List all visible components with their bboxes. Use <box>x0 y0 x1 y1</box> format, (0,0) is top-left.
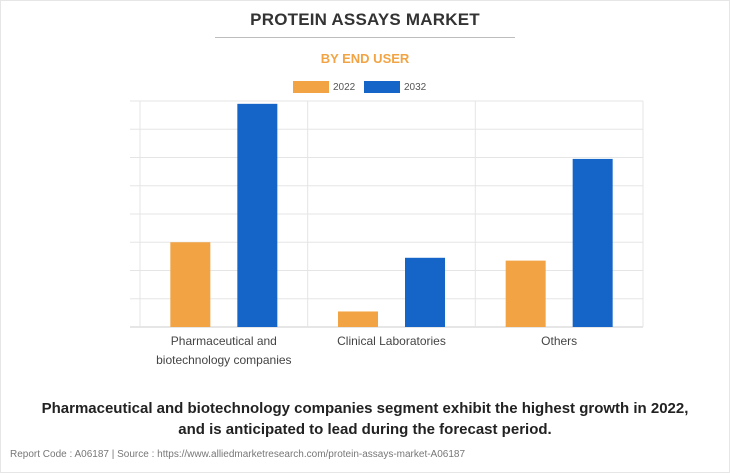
legend-swatch-2022 <box>293 81 329 93</box>
category-label: biotechnology companies <box>156 353 291 367</box>
bar-2022-1 <box>338 311 378 327</box>
chart-subtitle: BY END USER <box>320 51 410 66</box>
bar-chart: Pharmaceutical and biotechnology companie… <box>130 100 644 367</box>
bar-2022-0 <box>170 242 211 327</box>
chart-legend: 2022 2032 <box>0 80 730 94</box>
legend-label-2032: 2032 <box>404 81 427 93</box>
category-label: Others <box>541 334 577 348</box>
legend-item-2022: 2022 <box>293 80 355 94</box>
headline-line-1: Pharmaceutical and biotechnology compani… <box>41 400 689 417</box>
bar-2032-1 <box>405 257 445 327</box>
legend-item-2032: 2032 <box>364 80 426 94</box>
bar-2022-2 <box>505 260 546 327</box>
report-footer: Report Code : A06187 | Source : https://… <box>10 449 466 460</box>
title-divider <box>215 37 515 38</box>
legend-label-2022: 2022 <box>333 81 356 93</box>
category-label: Pharmaceutical and <box>171 334 277 348</box>
legend-swatch-2032 <box>364 81 400 93</box>
headline-line-2: and is anticipated to lead during the fo… <box>178 421 552 438</box>
bar-2032-2 <box>572 158 613 327</box>
chart-title: PROTEIN ASSAYS MARKET <box>250 10 480 29</box>
chart-headline: Pharmaceutical and biotechnology compani… <box>0 398 730 440</box>
bar-2032-0 <box>237 103 278 327</box>
category-label: Clinical Laboratories <box>337 334 446 348</box>
